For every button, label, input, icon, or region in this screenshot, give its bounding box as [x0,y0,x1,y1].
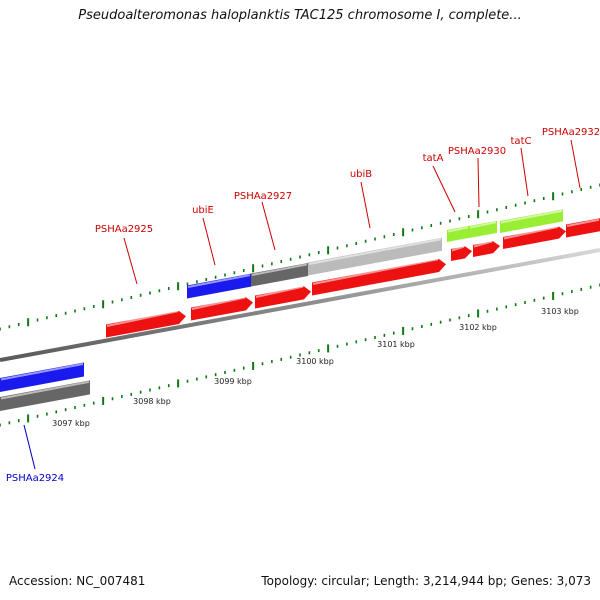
gene-label: PSHAa2930 [448,146,506,157]
leader-line [432,165,456,213]
gene-label: ubiB [350,169,372,180]
leader-line [23,424,36,470]
cds-arrow [503,226,566,249]
cds-arrow-shine [503,225,559,240]
cds-arrow [191,297,253,321]
feature-ubiE-bar-shine [187,274,251,288]
cds-arrow [255,286,311,309]
map-title: Pseudoalteromonas haloplanktis TAC125 ch… [78,8,522,23]
cds-arrow [451,246,472,261]
axis-tick-label: 3101 kbp [377,340,415,349]
feature-tatA-bar-shine [447,226,469,233]
cds-arrow-shine [191,296,246,310]
feature-ubiB-bar [308,237,442,276]
cds-arrow [106,310,186,338]
cds-arrow-shine [312,258,439,285]
leader-line [360,181,371,229]
gene-label: ubiE [192,205,214,216]
leader-line [520,147,529,197]
gene-labels: PSHAa2924 PSHAa2925 ubiE PSHAa2927 ubiB tatA P… [6,127,600,484]
cds-arrow-shine [473,240,493,248]
leader-line [570,139,581,189]
leader-line [477,157,480,208]
axis-tick-label: 3103 kbp [541,307,579,316]
feature-gray-bar-shine [0,380,90,400]
cds-arrow-shine [566,218,600,227]
feature-gray-bar [0,380,90,411]
leader-line [202,217,216,266]
axis-tick-labels: 3097 kbp 3098 kbp 3099 kbp 3100 kbp 3101 kbp… [52,307,579,428]
feature-pshaa2930-bar [469,220,497,238]
axis-tick-label: 3098 kbp [133,397,171,406]
feature-pshaa2924-bar [0,362,84,392]
tick-dots [0,183,600,427]
axis-tick-label: 3100 kbp [296,357,334,366]
backbone-line [0,248,600,362]
feature-pshaa2930-bar-shine [469,221,497,229]
gene-label: PSHAa2932 [542,127,600,138]
cds-arrow [312,259,446,296]
feature-tatC-bar-shine [500,209,563,224]
feature-pshaa2924-bar-shine [0,362,84,381]
cds-arrow-shine [106,310,179,327]
axis-tick-label: 3097 kbp [52,419,90,428]
leader-line [123,237,138,285]
cds-arrow-shine [451,245,465,252]
gene-label: PSHAa2925 [95,224,153,235]
axis-tick-label: 3099 kbp [214,377,252,386]
feature-pshaa2927-bar-shine [251,263,308,276]
gene-label: tatC [511,136,532,147]
accession-text: Accession: NC_007481 [9,574,146,588]
feature-tatC-bar [500,209,563,233]
cds-arrow [566,218,600,238]
leader-lines [23,139,581,470]
feature-ubiB-bar-shine [308,238,442,265]
gene-label: PSHAa2927 [234,191,292,202]
gene-label: PSHAa2924 [6,473,64,484]
cds-arrow-shine [255,285,304,298]
genome-summary-text: Topology: circular; Length: 3,214,944 bp… [261,574,591,588]
feature-track [0,209,600,411]
leader-line [261,201,276,251]
axis-tick-label: 3102 kbp [459,323,497,332]
feature-pshaa2927-bar [251,262,308,287]
gene-label: tatA [423,153,444,164]
feature-ubiE-bar [187,273,251,299]
